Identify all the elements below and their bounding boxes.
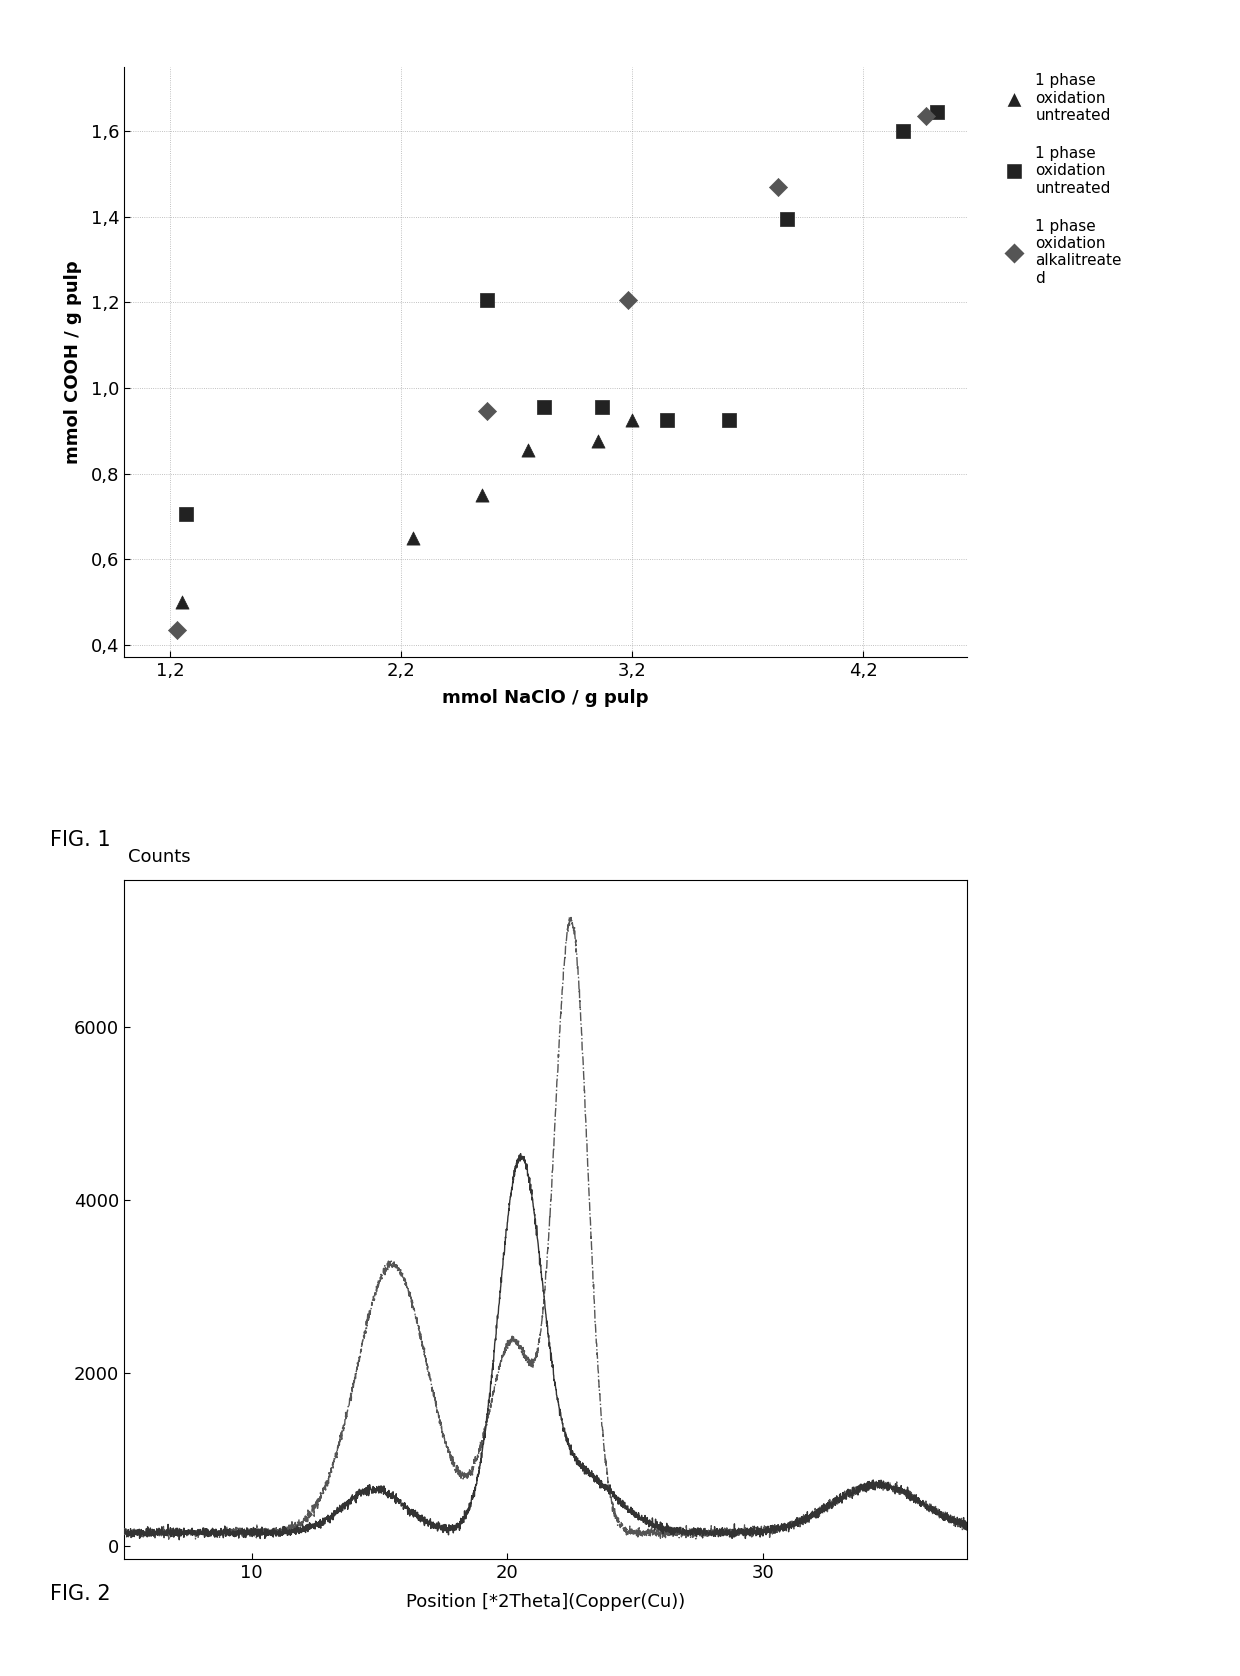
Point bbox=[893, 117, 913, 144]
Point bbox=[777, 206, 797, 233]
Point bbox=[167, 617, 187, 644]
Point bbox=[403, 525, 423, 551]
Point bbox=[518, 436, 538, 463]
Point bbox=[719, 407, 739, 434]
Point bbox=[472, 481, 492, 508]
Point bbox=[768, 173, 787, 199]
X-axis label: mmol NaClO / g pulp: mmol NaClO / g pulp bbox=[443, 689, 649, 707]
Point bbox=[588, 427, 608, 454]
Text: FIG. 2: FIG. 2 bbox=[50, 1584, 110, 1604]
Point bbox=[534, 394, 554, 421]
Text: FIG. 1: FIG. 1 bbox=[50, 830, 110, 850]
Y-axis label: mmol COOH / g pulp: mmol COOH / g pulp bbox=[64, 260, 82, 464]
Point bbox=[915, 102, 935, 129]
Point bbox=[476, 287, 496, 313]
Point bbox=[172, 588, 192, 615]
Point bbox=[622, 407, 642, 434]
X-axis label: Position [*2Theta](Copper(Cu)): Position [*2Theta](Copper(Cu)) bbox=[405, 1592, 686, 1611]
Point bbox=[928, 99, 947, 126]
Point bbox=[593, 394, 613, 421]
Text: Counts: Counts bbox=[128, 848, 191, 866]
Point bbox=[618, 287, 637, 313]
Point bbox=[176, 501, 196, 528]
Legend: 1 phase
oxidation
untreated, 1 phase
oxidation
untreated, 1 phase
oxidation
alka: 1 phase oxidation untreated, 1 phase oxi… bbox=[992, 67, 1128, 292]
Point bbox=[657, 407, 677, 434]
Point bbox=[476, 399, 496, 426]
